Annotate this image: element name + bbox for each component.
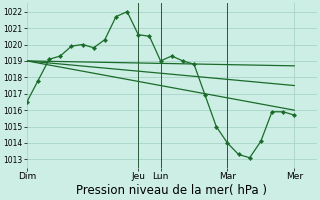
X-axis label: Pression niveau de la mer( hPa ): Pression niveau de la mer( hPa ) bbox=[76, 184, 267, 197]
